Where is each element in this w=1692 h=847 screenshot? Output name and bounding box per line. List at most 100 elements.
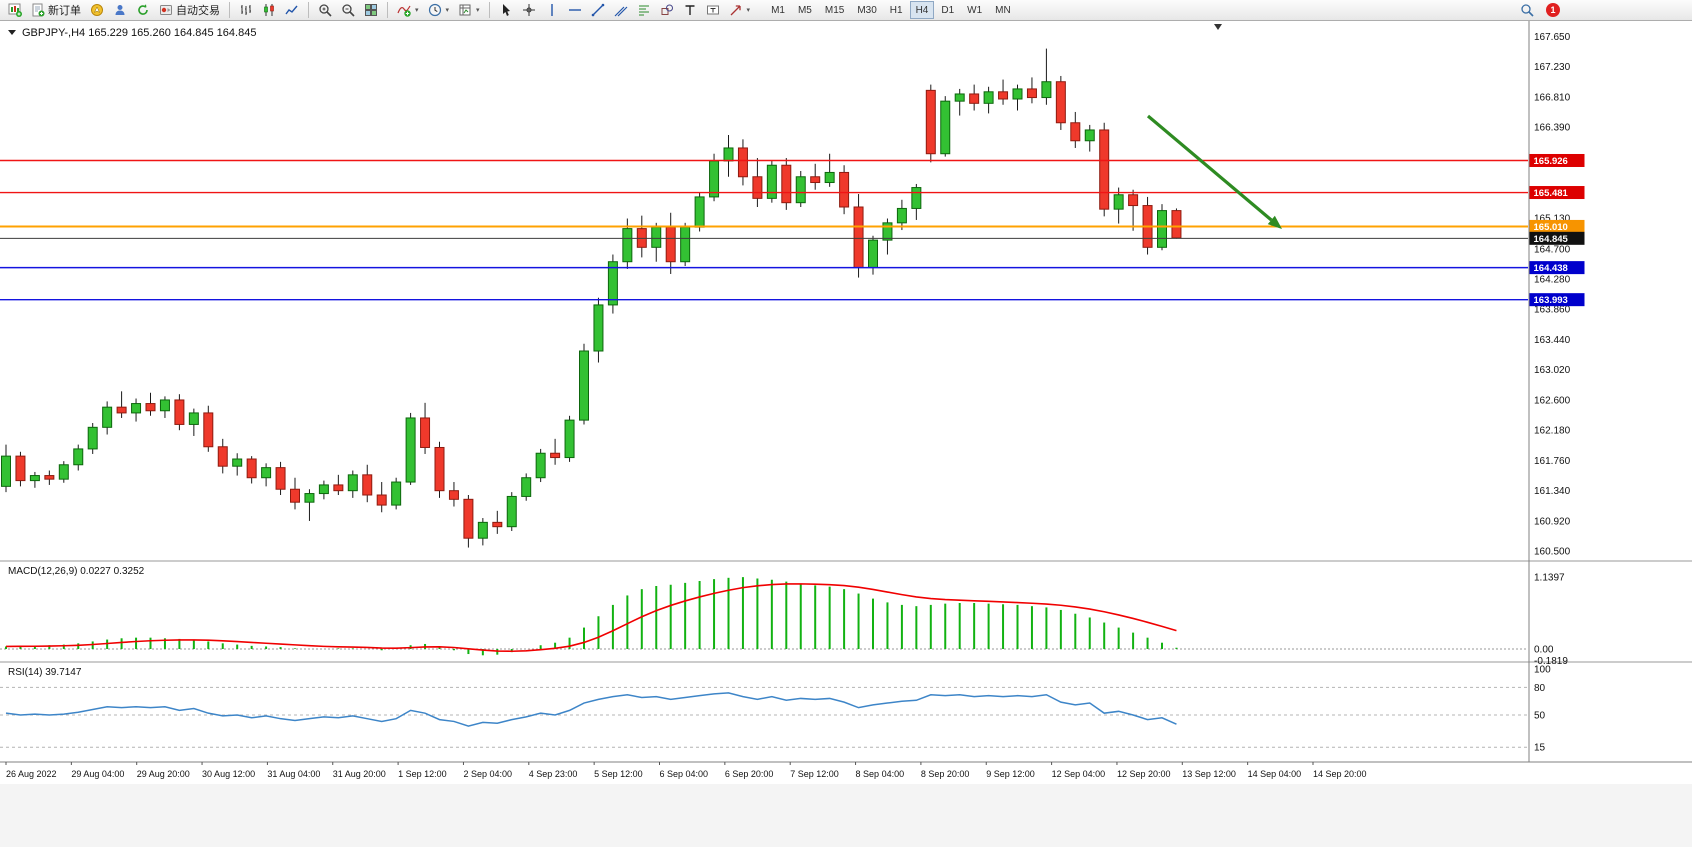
time-label: 12 Sep 20:00 (1117, 769, 1171, 779)
price-line-badge: 165.010 (1529, 219, 1585, 233)
refresh-button[interactable] (132, 1, 154, 19)
channel-tool-button[interactable] (610, 1, 632, 19)
price-tick-label: 160.500 (1534, 547, 1571, 558)
timeframe-button-MN[interactable]: MN (989, 1, 1017, 19)
candle (766, 160, 777, 203)
candle (911, 183, 922, 220)
periods-button[interactable]: ▾ (424, 1, 454, 19)
candle (347, 470, 358, 498)
candle (44, 470, 55, 485)
timeframe-button-M15[interactable]: M15 (819, 1, 850, 19)
hlines-layer[interactable] (0, 159, 1528, 301)
timeframe-button-W1[interactable]: W1 (961, 1, 988, 19)
cursor-icon (502, 4, 510, 16)
candle (1128, 189, 1139, 231)
price-line-badge: 165.926 (1529, 153, 1585, 167)
time-label: 6 Sep 20:00 (725, 769, 774, 779)
candle (607, 254, 618, 314)
autotrading-button[interactable]: 自动交易 (155, 1, 224, 19)
new-order-label: 新订单 (48, 5, 81, 17)
templates-button[interactable]: ▾ (454, 1, 484, 19)
rsi-panel (0, 686, 1528, 748)
arrows-tool-button[interactable]: ▾ (725, 1, 755, 19)
zoom-out-button[interactable] (337, 1, 359, 19)
horizontal-line-tool-button[interactable] (564, 1, 586, 19)
price-tick-label: 164.700 (1534, 244, 1571, 255)
toolbar-separator (229, 2, 230, 18)
new-order-button[interactable]: 新订单 (27, 1, 85, 19)
scroll-to-end-marker (1214, 24, 1222, 30)
zoom-out-icon (342, 4, 355, 17)
candle (145, 392, 156, 416)
rsi-axis-label: 50 (1534, 711, 1546, 722)
annotations-layer[interactable] (1146, 24, 1282, 229)
timeframe-button-D1[interactable]: D1 (935, 1, 960, 19)
timeframe-button-H1[interactable]: H1 (884, 1, 909, 19)
price-tick-label: 163.860 (1534, 305, 1571, 316)
toolbar-right-tools: 1 (1516, 1, 1560, 19)
time-axis[interactable]: 26 Aug 2022 29 Aug 04:00 29 Aug 20:00 30 Au… (5, 762, 1367, 779)
candle (564, 415, 575, 462)
chart-area[interactable]: 167.650 167.230 166.810 166.390 165.130 164.7… (0, 21, 1692, 847)
shapes-tool-button[interactable] (656, 1, 678, 19)
candle (261, 463, 272, 487)
time-label: 29 Aug 04:00 (71, 769, 124, 779)
price-tick-label: 166.390 (1534, 123, 1571, 134)
rsi-axis-label: 15 (1534, 743, 1546, 754)
macd-panel (0, 577, 1528, 656)
horizontal-line-icon (568, 9, 581, 11)
candle (203, 405, 214, 452)
candle (680, 222, 691, 267)
candle (954, 88, 965, 116)
fibonacci-tool-button[interactable] (633, 1, 655, 19)
price-tick-label: 162.600 (1534, 395, 1571, 406)
macd-signal-line (5, 583, 1177, 653)
candle (217, 438, 228, 474)
timeframe-button-M1[interactable]: M1 (765, 1, 791, 19)
vertical-line-tool-button[interactable] (541, 1, 563, 19)
price-tick-label: 161.340 (1534, 486, 1571, 497)
notification-badge[interactable]: 1 (1546, 3, 1560, 17)
text-tool-button[interactable] (679, 1, 701, 19)
price-scale[interactable]: 167.650 167.230 166.810 166.390 165.130 164.7… (1529, 32, 1585, 754)
bar-chart-icon (241, 5, 251, 15)
candle (998, 79, 1009, 105)
trendline-tool-button[interactable] (587, 1, 609, 19)
candle (15, 451, 26, 487)
vertical-line-icon (550, 4, 553, 16)
candle (853, 194, 864, 278)
one-click-trading-toggle[interactable] (8, 30, 16, 35)
trend-arrow[interactable] (1146, 114, 1282, 229)
new-chart-icon (8, 3, 22, 17)
metaeditor-button[interactable] (86, 1, 108, 19)
candle (73, 444, 84, 471)
chevron-down-icon: ▾ (746, 6, 751, 14)
new-chart-button[interactable] (4, 1, 26, 19)
timeframe-button-M30[interactable]: M30 (851, 1, 882, 19)
timeframe-button-M5[interactable]: M5 (792, 1, 818, 19)
price-tick-label: 166.810 (1534, 92, 1571, 103)
candlestick-chart-button[interactable] (258, 1, 280, 19)
search-button[interactable] (1516, 1, 1538, 19)
indicators-button[interactable]: ▾ (393, 1, 423, 19)
chart-background (0, 21, 1692, 847)
crosshair-tool-button[interactable] (518, 1, 540, 19)
new-order-icon (32, 3, 45, 17)
time-label: 6 Sep 04:00 (660, 769, 709, 779)
candle (102, 401, 113, 435)
zoom-in-button[interactable] (314, 1, 336, 19)
rsi-line (5, 692, 1177, 727)
svg-text:165.926: 165.926 (1534, 156, 1568, 167)
price-line-badge: 163.993 (1529, 293, 1585, 307)
bar-chart-button[interactable] (235, 1, 257, 19)
chart-canvas[interactable]: 167.650 167.230 166.810 166.390 165.130 164.7… (0, 21, 1692, 847)
line-chart-button[interactable] (281, 1, 303, 19)
profiles-button[interactable] (109, 1, 131, 19)
time-label: 12 Sep 04:00 (1052, 769, 1106, 779)
candle (925, 84, 936, 163)
cursor-tool-button[interactable] (495, 1, 517, 19)
timeframe-button-H4[interactable]: H4 (909, 1, 935, 19)
tile-windows-button[interactable] (360, 1, 382, 19)
label-tool-button[interactable] (702, 1, 724, 19)
candle (579, 343, 589, 425)
